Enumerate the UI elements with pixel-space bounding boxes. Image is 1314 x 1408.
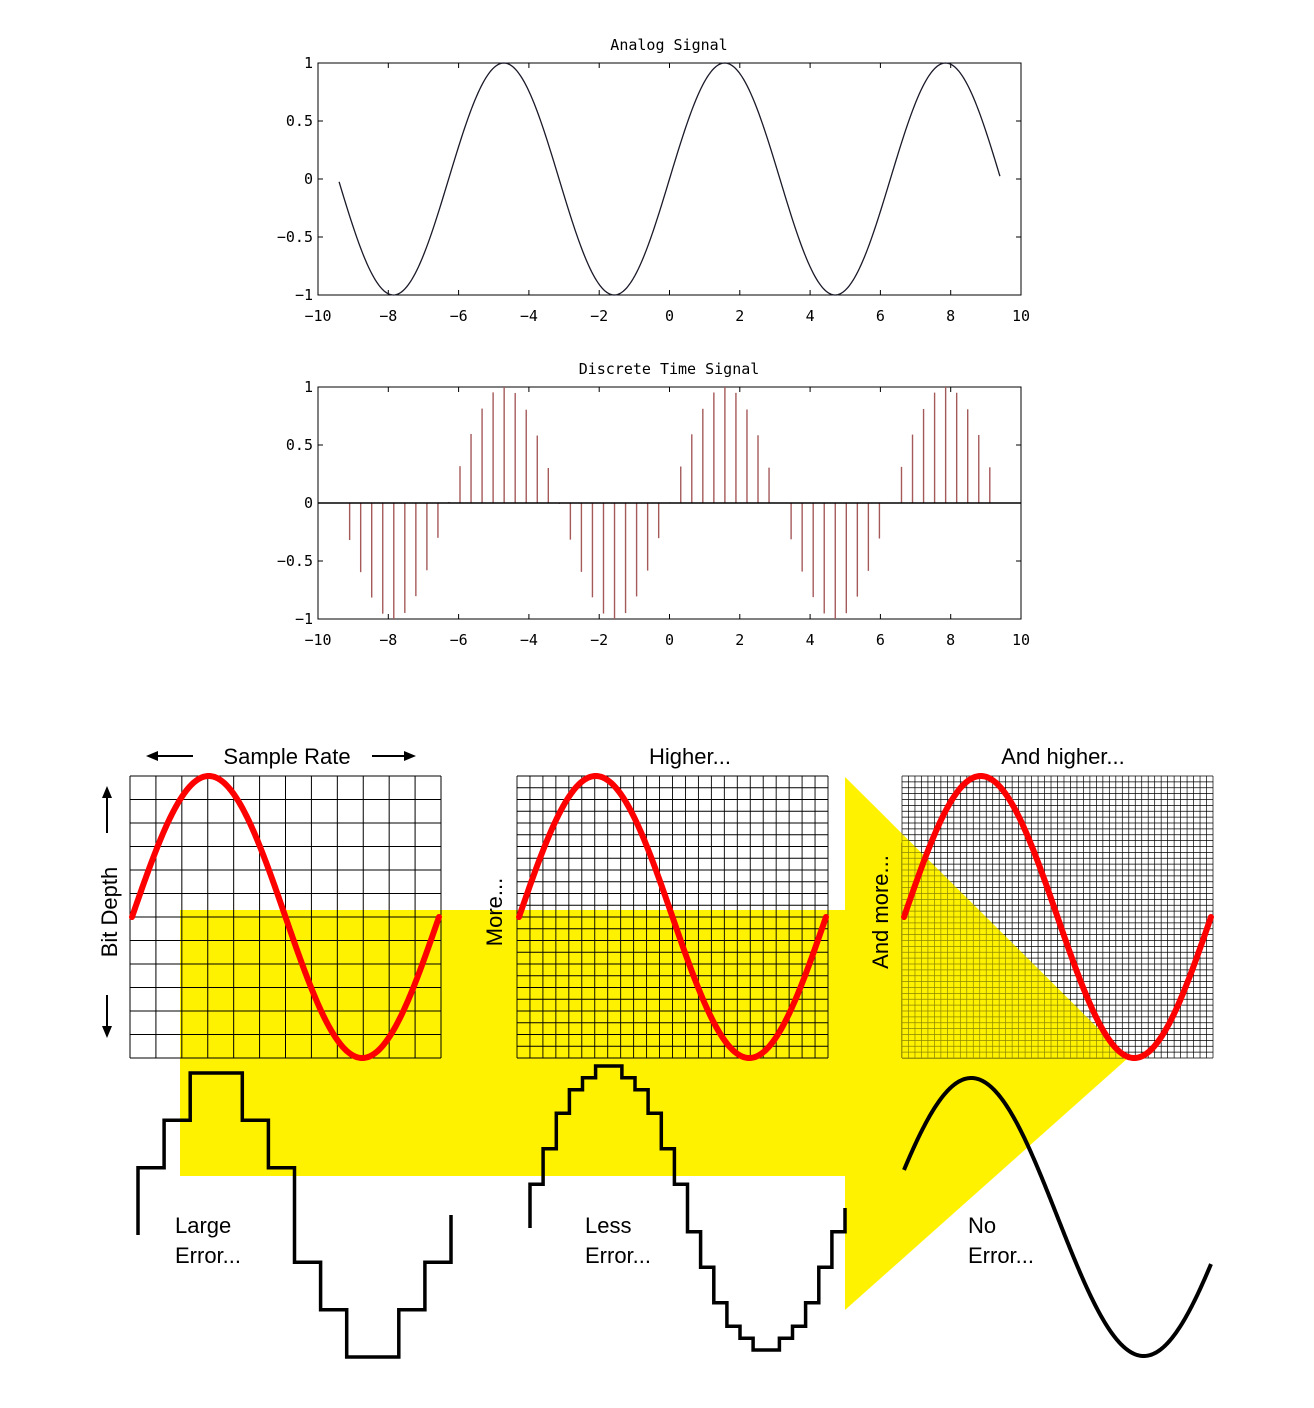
up-arrow-icon xyxy=(102,786,112,798)
chart1-x-tick-label: −4 xyxy=(520,307,538,325)
right-arrow-icon xyxy=(404,751,416,761)
panel-2-side-label: More... xyxy=(482,878,507,946)
chart2-y-tick-label: 0 xyxy=(304,494,313,512)
chart2-x-tick-label: 0 xyxy=(665,631,674,649)
panel-2-error-line1: Less xyxy=(585,1213,631,1238)
chart2-x-tick-label: 2 xyxy=(735,631,744,649)
chart2-x-tick-label: −4 xyxy=(520,631,538,649)
panel-2: Higher... More... Less Error... xyxy=(482,744,847,1352)
sampling-diagram: Sample Rate Bit Depth Large Error... Hig… xyxy=(97,744,1214,1359)
chart2-x-tick-label: 10 xyxy=(1012,631,1030,649)
panel-3-title: And higher... xyxy=(1001,744,1125,769)
down-arrow-icon xyxy=(102,1026,112,1038)
chart2-y-tick-label: 1 xyxy=(304,378,313,396)
panel-1-staircase xyxy=(136,1071,453,1359)
chart2-x-tick-label: 6 xyxy=(876,631,885,649)
analog-signal-chart: Analog Signal −10 −8 −6 −4 −2 0 2 4 6 8 10 1 0.5 0 −0… xyxy=(277,36,1030,325)
left-arrow-icon xyxy=(146,751,158,761)
panel-1-grid xyxy=(129,775,442,1059)
panel-1-sine-wave xyxy=(129,772,442,1062)
chart2-y-tick-label: 0.5 xyxy=(286,436,313,454)
chart1-x-tick-label: 8 xyxy=(946,307,955,325)
panel-2-title: Higher... xyxy=(649,744,731,769)
chart1-y-tick-label: −1 xyxy=(295,286,313,304)
highlight-cone-overlay xyxy=(845,777,1128,1058)
chart2-y-tick-label: −0.5 xyxy=(277,552,313,570)
discrete-signal-chart: Discrete Time Signal −10 −8 −6 −4 −2 0 2 4 6 8 10 … xyxy=(277,360,1030,649)
chart2-x-tick-label: 4 xyxy=(806,631,815,649)
chart1-y-tick-label: 0.5 xyxy=(286,112,313,130)
bit-depth-arrows xyxy=(102,786,112,1038)
chart2-x-ticks: −10 −8 −6 −4 −2 0 2 4 6 8 10 xyxy=(304,387,1030,649)
panel-1-title: Sample Rate xyxy=(223,744,350,769)
discrete-stems xyxy=(348,387,991,619)
panel-3-side-label: And more... xyxy=(868,855,893,969)
chart2-x-tick-label: −2 xyxy=(590,631,608,649)
panel-1-side-label: Bit Depth xyxy=(97,867,122,958)
chart1-x-tick-label: 0 xyxy=(665,307,674,325)
analog-signal-line xyxy=(338,62,1001,296)
chart2-x-tick-label: 8 xyxy=(946,631,955,649)
panel-3-sine-wave xyxy=(901,772,1214,1062)
chart1-x-tick-label: −6 xyxy=(450,307,468,325)
chart1-x-tick-label: 6 xyxy=(876,307,885,325)
highlight-band xyxy=(180,910,902,1176)
panel-2-staircase xyxy=(528,1064,847,1352)
panel-1-error-line2: Error... xyxy=(175,1243,241,1268)
chart1-x-tick-label: −10 xyxy=(304,307,331,325)
panel-2-sine-wave xyxy=(516,772,829,1062)
chart1-y-tick-label: 0 xyxy=(304,170,313,188)
chart1-x-tick-label: −8 xyxy=(379,307,397,325)
chart2-y-tick-label: −1 xyxy=(295,610,313,628)
chart1-x-tick-label: 4 xyxy=(806,307,815,325)
panel-1-error-line1: Large xyxy=(175,1213,231,1238)
chart1-x-tick-label: −2 xyxy=(590,307,608,325)
panel-3-error-line2: Error... xyxy=(968,1243,1034,1268)
chart2-x-tick-label: −8 xyxy=(379,631,397,649)
chart2-x-tick-label: −6 xyxy=(450,631,468,649)
chart2-y-ticks: 1 0.5 0 −0.5 −1 xyxy=(277,378,1021,628)
chart1-x-ticks: −10 −8 −6 −4 −2 0 2 4 6 8 10 xyxy=(304,63,1030,325)
chart1-y-ticks: 1 0.5 0 −0.5 −1 xyxy=(277,54,1021,304)
chart1-x-tick-label: 10 xyxy=(1012,307,1030,325)
panel-3: And higher... And more... No Error... xyxy=(845,744,1214,1359)
panel-2-error-line2: Error... xyxy=(585,1243,651,1268)
chart1-x-tick-label: 2 xyxy=(735,307,744,325)
chart2-title: Discrete Time Signal xyxy=(579,360,760,378)
chart2-x-tick-label: −10 xyxy=(304,631,331,649)
chart1-y-tick-label: 1 xyxy=(304,54,313,72)
panel-3-error-line1: No xyxy=(968,1213,996,1238)
sample-rate-arrows xyxy=(146,751,416,761)
panel-3-smooth-curve xyxy=(902,1075,1213,1359)
chart1-title: Analog Signal xyxy=(610,36,727,54)
chart1-y-tick-label: −0.5 xyxy=(277,228,313,246)
panel-1: Sample Rate Bit Depth Large Error... xyxy=(97,744,453,1359)
